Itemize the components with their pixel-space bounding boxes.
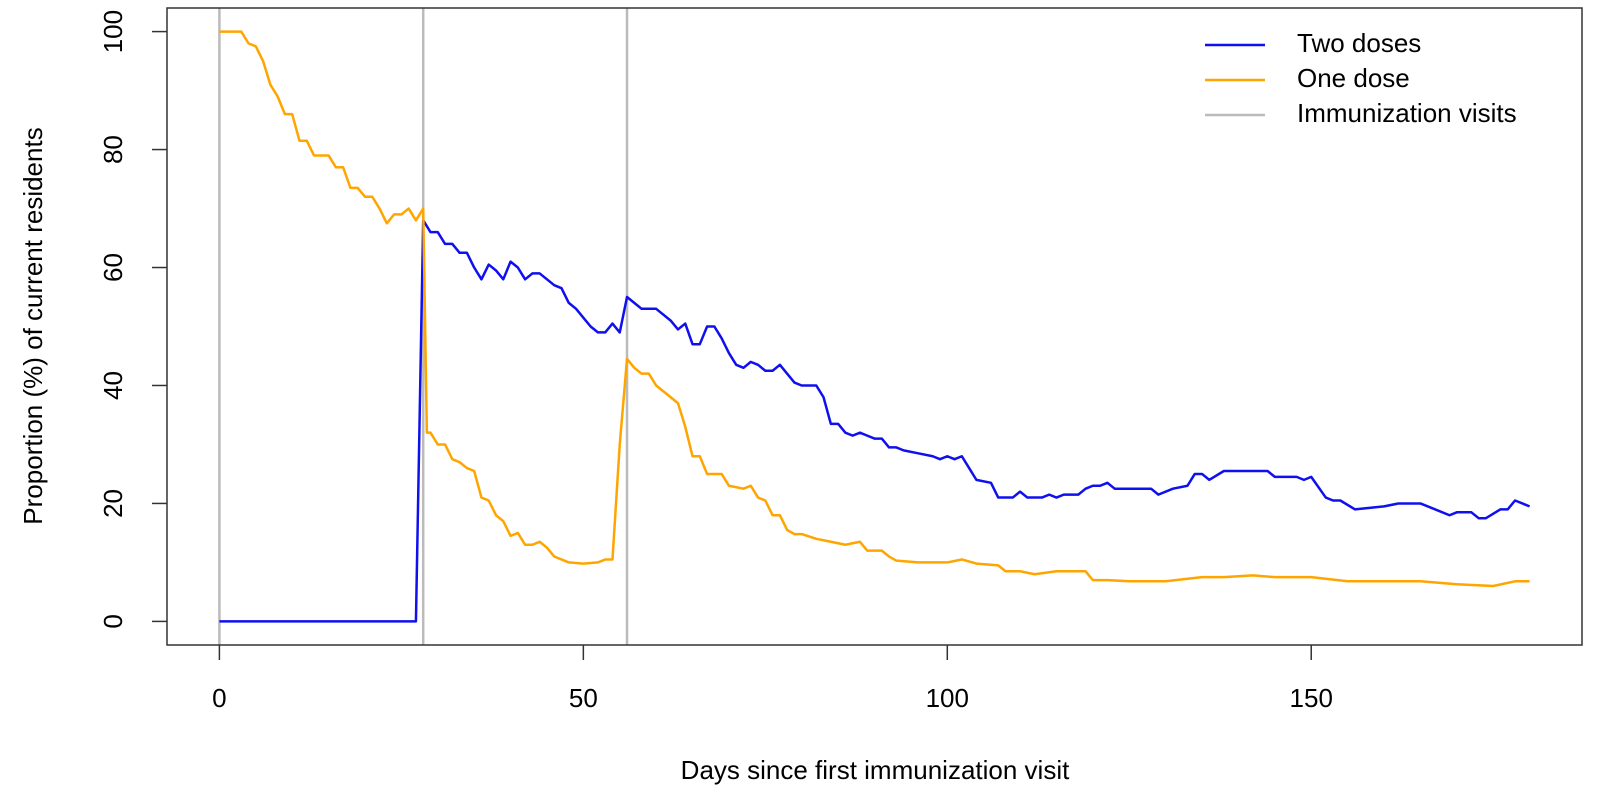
legend-label: Two doses — [1297, 28, 1421, 58]
y-axis-label: Proportion (%) of current residents — [18, 127, 48, 524]
legend-label: One dose — [1297, 63, 1410, 93]
series-line — [219, 30, 1530, 588]
x-axis-label: Days since first immunization visit — [681, 755, 1070, 785]
y-tick-label: 20 — [98, 489, 128, 518]
y-tick-label: 80 — [98, 135, 128, 164]
x-tick-label: 150 — [1290, 683, 1333, 713]
y-tick-label: 100 — [98, 10, 128, 53]
x-tick-label: 0 — [212, 683, 226, 713]
series-line — [219, 219, 1531, 623]
legend-label: Immunization visits — [1297, 98, 1517, 128]
y-tick-label: 0 — [98, 614, 128, 628]
x-tick-label: 100 — [926, 683, 969, 713]
plot-frame — [166, 7, 1583, 646]
x-tick-label: 50 — [569, 683, 598, 713]
y-tick-label: 60 — [98, 253, 128, 282]
y-tick-label: 40 — [98, 371, 128, 400]
